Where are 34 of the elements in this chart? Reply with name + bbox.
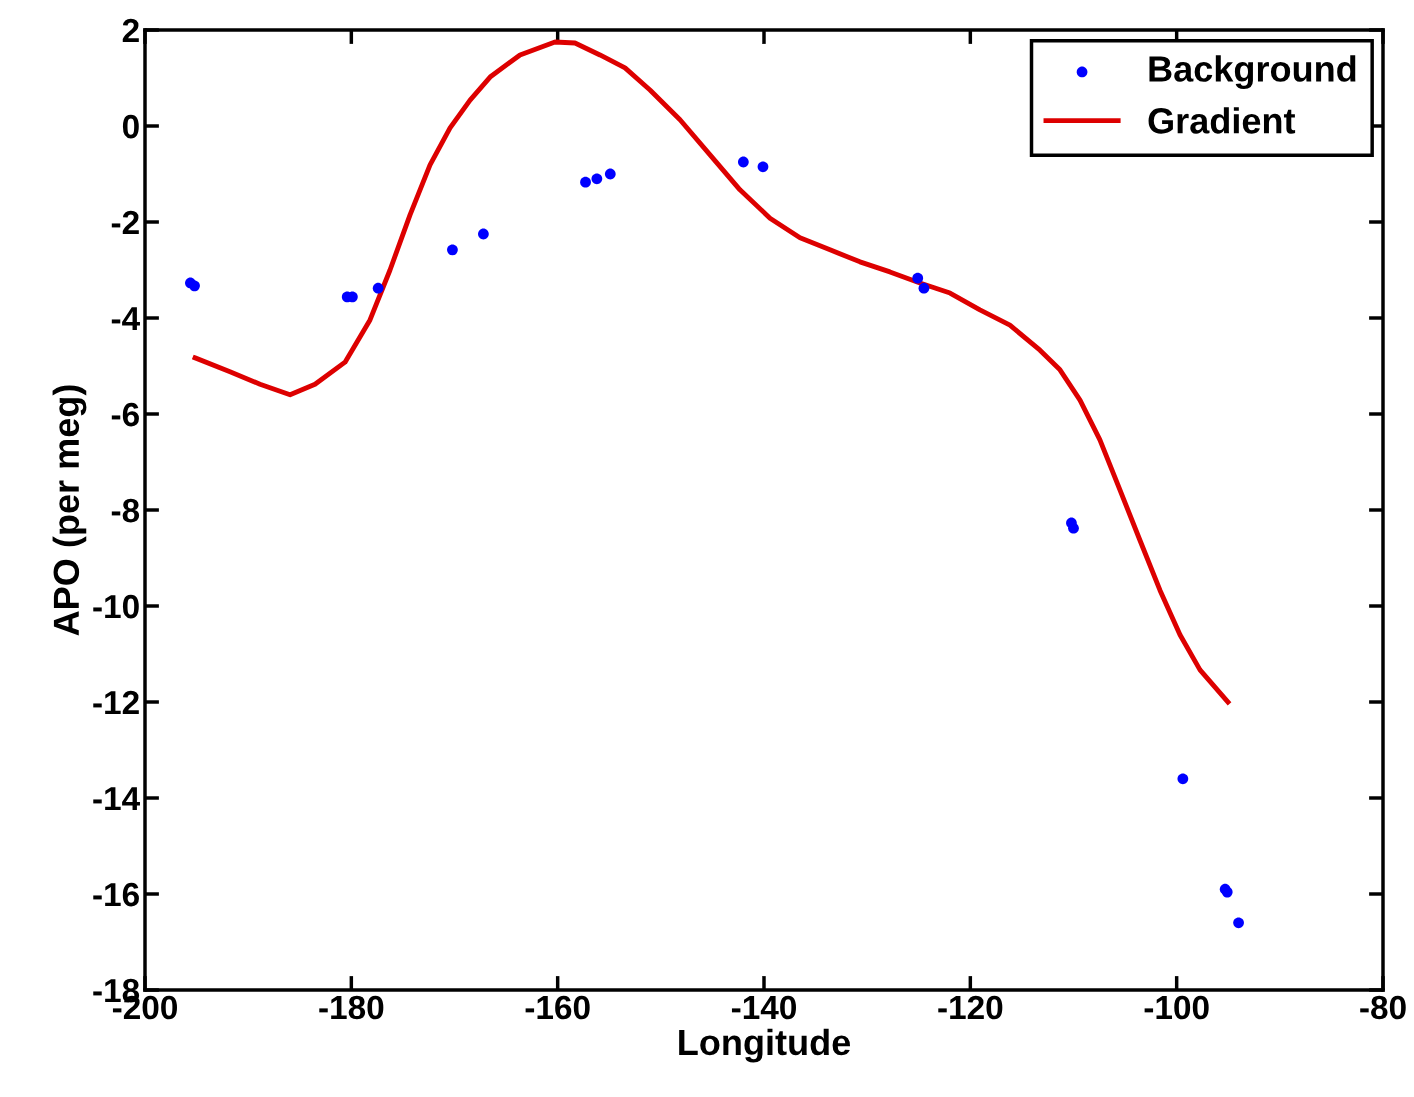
- x-tick-label: -100: [1144, 995, 1209, 1020]
- point: [580, 176, 591, 188]
- x-axis-title: Longitude: [679, 1028, 851, 1063]
- x-tick-label: -120: [938, 995, 1003, 1020]
- y-axis-title: APO (per meg): [52, 385, 87, 636]
- point: [1068, 522, 1079, 534]
- x-tick-label: -140: [731, 995, 796, 1020]
- point: [1233, 917, 1244, 929]
- legend-label: Gradient: [1148, 107, 1296, 134]
- point: [591, 173, 603, 185]
- x-tick-label: -180: [319, 995, 384, 1020]
- point: [478, 228, 489, 240]
- point: [372, 282, 384, 294]
- y-tick-label: -10: [93, 594, 139, 619]
- y-tick-label: -12: [93, 690, 139, 715]
- point: [604, 168, 616, 180]
- y-tick-label: -8: [111, 498, 140, 523]
- y-tick-label: 2: [122, 18, 139, 43]
- y-tick-label: -16: [93, 882, 139, 907]
- y-tick-label: -6: [111, 402, 139, 427]
- point: [189, 280, 200, 292]
- y-tick-label: -2: [111, 210, 139, 235]
- point: [447, 244, 458, 256]
- point: [912, 272, 924, 284]
- y-tick-label: -14: [93, 787, 140, 811]
- point: [737, 156, 749, 168]
- legend-label: Background: [1149, 55, 1356, 90]
- x-tick-label: -160: [525, 995, 590, 1020]
- point: [918, 282, 930, 294]
- y-tick-label: 0: [122, 114, 139, 139]
- x-tick-label: -80: [1360, 995, 1406, 1020]
- y-tick-label: -4: [111, 307, 140, 331]
- point: [757, 161, 769, 173]
- point: [1177, 773, 1189, 785]
